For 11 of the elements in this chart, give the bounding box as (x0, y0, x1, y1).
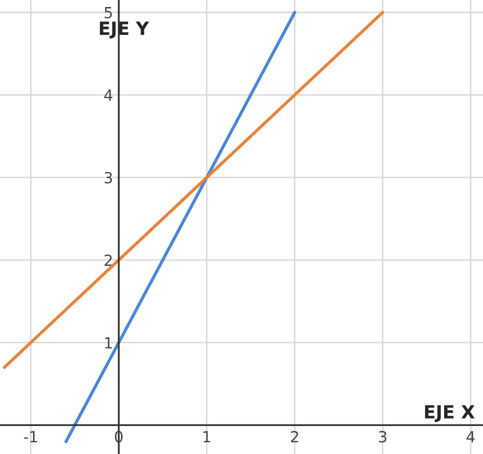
y-tick-label: 1 (105, 337, 112, 348)
x-tick-label: 3 (379, 430, 386, 442)
x-tick-label: 2 (290, 430, 298, 442)
x-tick-label: 4 (466, 431, 475, 442)
y-tick-label: 4 (104, 90, 112, 101)
y-tick-label: 3 (104, 172, 112, 184)
x-tick-label: 1 (204, 431, 210, 442)
x-axis-title: EJE X (425, 405, 475, 422)
y-tick-label: 5 (104, 7, 112, 18)
x-tick-label: -1 (24, 431, 37, 442)
y-tick-label: 2 (104, 254, 112, 266)
